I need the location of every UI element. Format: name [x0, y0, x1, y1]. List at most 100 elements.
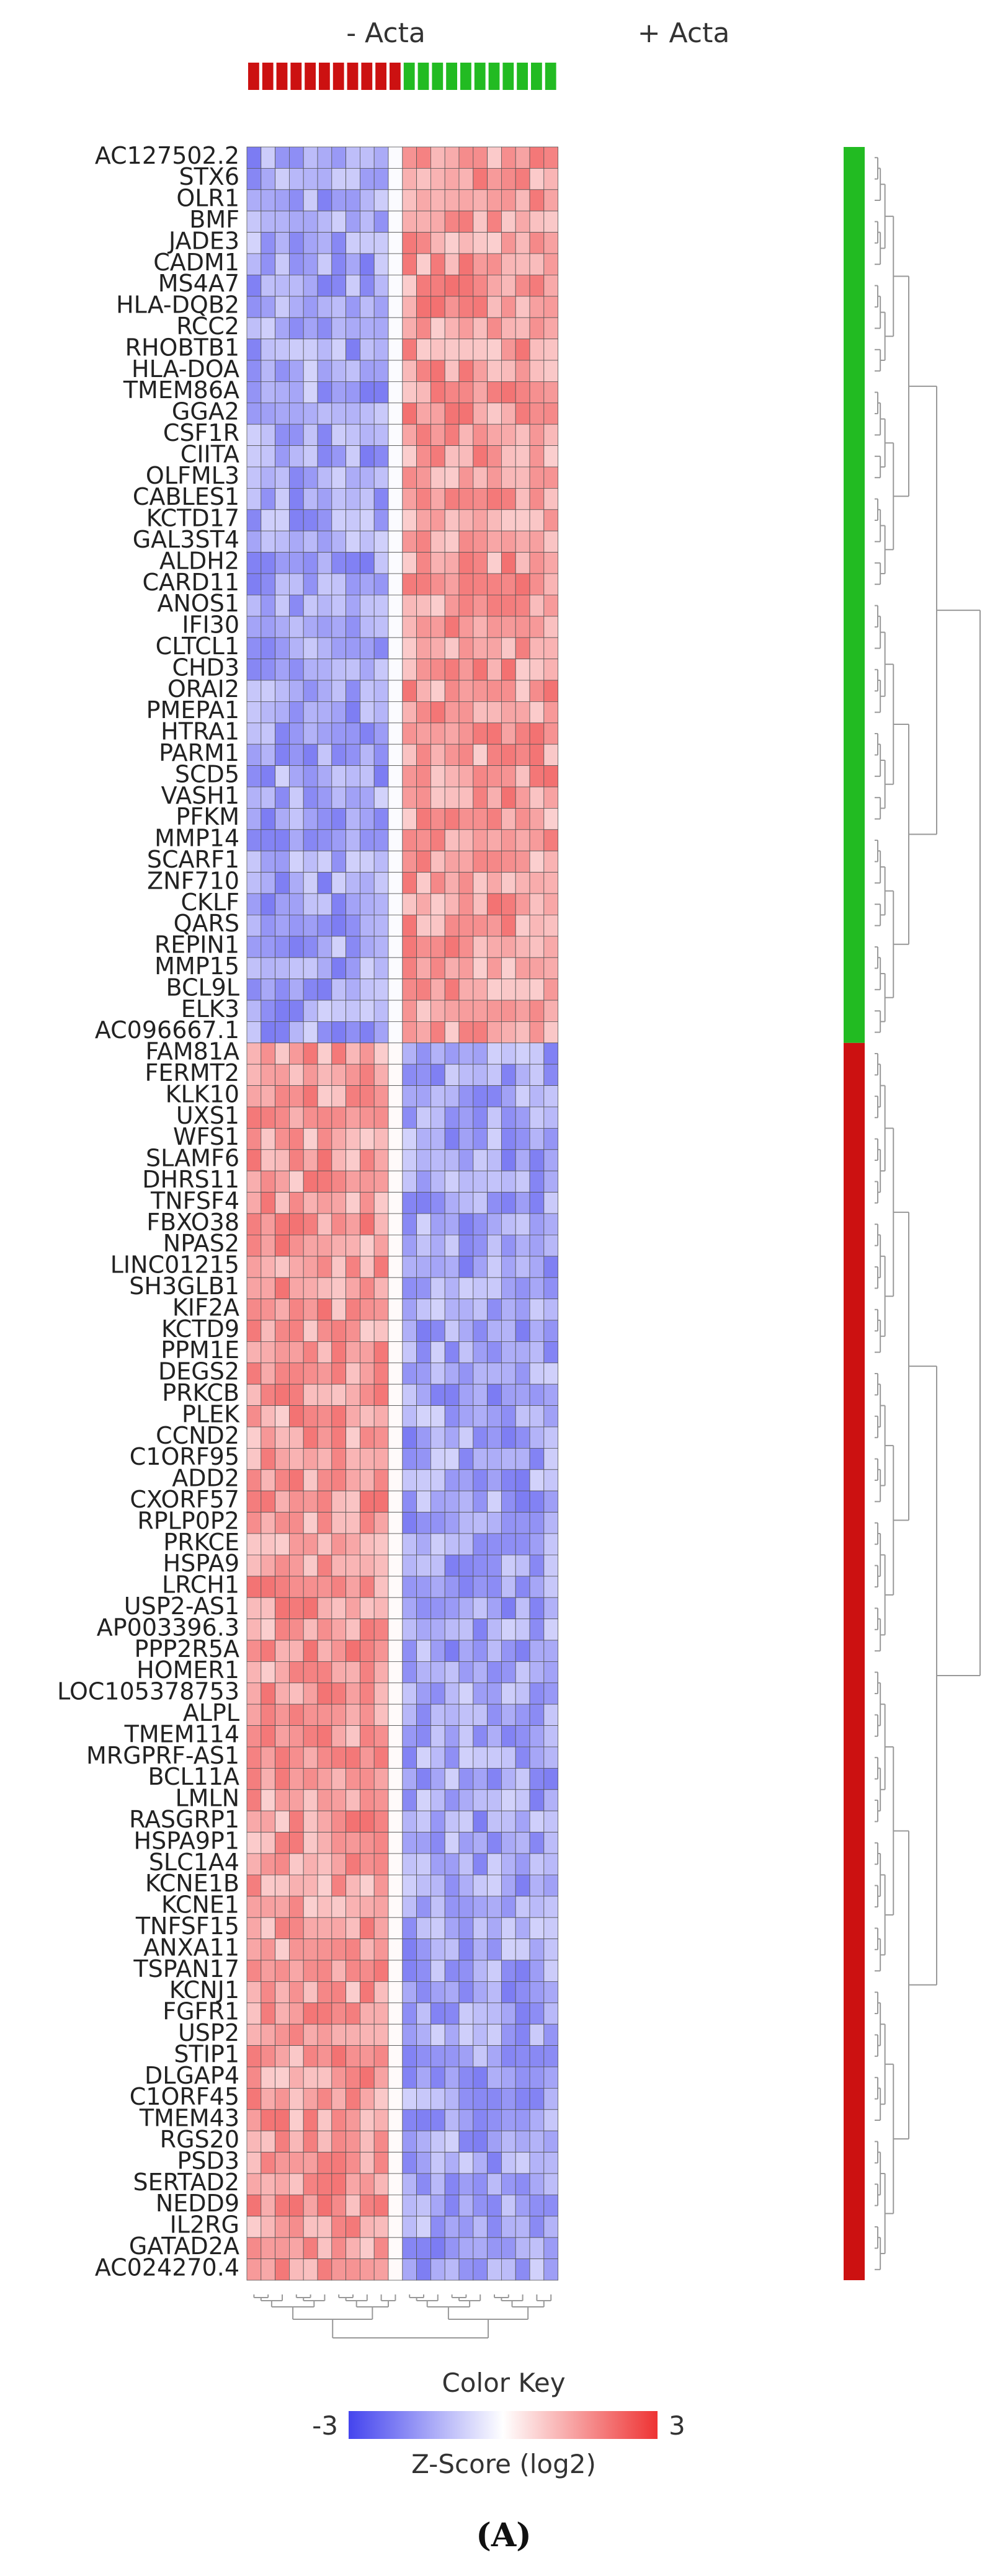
heatmap-cell	[331, 616, 346, 638]
heatmap-cell	[317, 701, 332, 724]
heatmap-cell	[529, 2194, 545, 2217]
heatmap-cell	[373, 2087, 389, 2110]
heatmap-cell	[331, 979, 346, 1001]
heatmap-cell	[275, 2066, 290, 2089]
heatmap-cell	[416, 445, 431, 468]
heatmap-cell	[473, 2152, 488, 2174]
heatmap-cell	[246, 360, 262, 382]
heatmap-cell	[473, 2194, 488, 2217]
heatmap-cell	[529, 1789, 545, 1811]
heatmap-cell	[246, 1640, 262, 1662]
heatmap-cell	[487, 1554, 502, 1577]
heatmap-cell	[458, 210, 474, 233]
heatmap-cell	[317, 765, 332, 788]
heatmap-cell	[246, 2216, 262, 2238]
heatmap-cell	[317, 1939, 332, 1961]
heatmap-cell	[261, 274, 275, 297]
heatmap-cell	[501, 1106, 516, 1129]
heatmap-cell	[473, 274, 488, 297]
heatmap-cell	[388, 1000, 403, 1022]
heatmap-cell	[515, 2002, 530, 2025]
heatmap-cell	[543, 893, 558, 915]
heatmap-cell	[458, 1789, 474, 1811]
heatmap-cell	[515, 829, 530, 851]
heatmap-cell	[515, 1490, 530, 1512]
heatmap-cell	[487, 936, 502, 958]
heatmap-cell	[246, 1746, 262, 1769]
heatmap-cell	[402, 466, 417, 489]
heatmap-cell	[458, 1512, 474, 1534]
heatmap-cell	[416, 2258, 431, 2281]
heatmap-cell	[261, 2002, 275, 2025]
heatmap-cell	[331, 1767, 346, 1790]
heatmap-cell	[346, 1640, 360, 1662]
heatmap-cell	[487, 1853, 502, 1875]
heatmap-cell	[331, 2109, 346, 2131]
heatmap-cell	[373, 659, 389, 681]
heatmap-cell	[402, 744, 417, 766]
heatmap-cell	[275, 2045, 290, 2067]
heatmap-cell	[303, 381, 318, 404]
heatmap-cell	[501, 1235, 516, 1257]
heatmap-cell	[331, 1085, 346, 1108]
heatmap-cell	[303, 979, 318, 1001]
heatmap-cell	[430, 445, 445, 468]
heatmap-cell	[487, 1619, 502, 1641]
heatmap-cell	[303, 595, 318, 617]
heatmap-cell	[275, 1512, 290, 1534]
heatmap-cell	[346, 1042, 360, 1065]
heatmap-cell	[444, 1426, 460, 1449]
heatmap-cell	[373, 1000, 389, 1022]
heatmap-cell	[501, 2002, 516, 2025]
heatmap-cell	[515, 915, 530, 937]
heatmap-cell	[543, 659, 558, 681]
heatmap-cell	[360, 936, 375, 958]
heatmap-cell	[373, 274, 389, 297]
heatmap-cell	[388, 509, 403, 531]
heatmap-cell	[346, 167, 360, 190]
heatmap-cell	[373, 360, 389, 382]
heatmap-cell	[373, 167, 389, 190]
heatmap-cell	[402, 979, 417, 1001]
heatmap-cell	[288, 1746, 304, 1769]
heatmap-cell	[261, 1874, 275, 1897]
heatmap-cell	[303, 530, 318, 553]
heatmap-cell	[515, 232, 530, 254]
heatmap-cell	[473, 1085, 488, 1108]
heatmap-cell	[303, 2045, 318, 2067]
heatmap-cell	[373, 146, 389, 169]
heatmap-cell	[346, 1128, 360, 1150]
heatmap-cell	[373, 1106, 389, 1129]
heatmap-cell	[275, 1981, 290, 2004]
heatmap-cell	[416, 1277, 431, 1299]
heatmap-cell	[317, 2045, 332, 2067]
heatmap-cell	[317, 1490, 332, 1512]
heatmap-cell	[458, 722, 474, 745]
heatmap-cell	[331, 1213, 346, 1235]
heatmap-cell	[303, 360, 318, 382]
heatmap-cell	[501, 1853, 516, 1875]
heatmap-cell	[275, 1597, 290, 1619]
heatmap-cell	[473, 424, 488, 446]
heatmap-cell	[416, 1619, 431, 1641]
heatmap-cell	[346, 1469, 360, 1491]
heatmap-cell	[317, 1299, 332, 1321]
heatmap-cell	[487, 2023, 502, 2046]
heatmap-cell	[473, 595, 488, 617]
heatmap-cell	[317, 1512, 332, 1534]
heatmap-cell	[303, 616, 318, 638]
heatmap-cell	[275, 1490, 290, 1512]
heatmap-cell	[430, 1767, 445, 1790]
row-label: KCNE1	[161, 1891, 239, 1919]
heatmap-cell	[373, 979, 389, 1001]
heatmap-cell	[501, 1874, 516, 1897]
heatmap-cell	[416, 2130, 431, 2152]
heatmap-cell	[288, 850, 304, 873]
heatmap-cell	[373, 1981, 389, 2004]
heatmap-cell	[529, 1085, 545, 1108]
heatmap-cell	[501, 850, 516, 873]
heatmap-cell	[543, 1939, 558, 1961]
heatmap-cell	[275, 1149, 290, 1171]
heatmap-cell	[444, 872, 460, 894]
color-key-min-label: -3	[312, 2410, 338, 2441]
